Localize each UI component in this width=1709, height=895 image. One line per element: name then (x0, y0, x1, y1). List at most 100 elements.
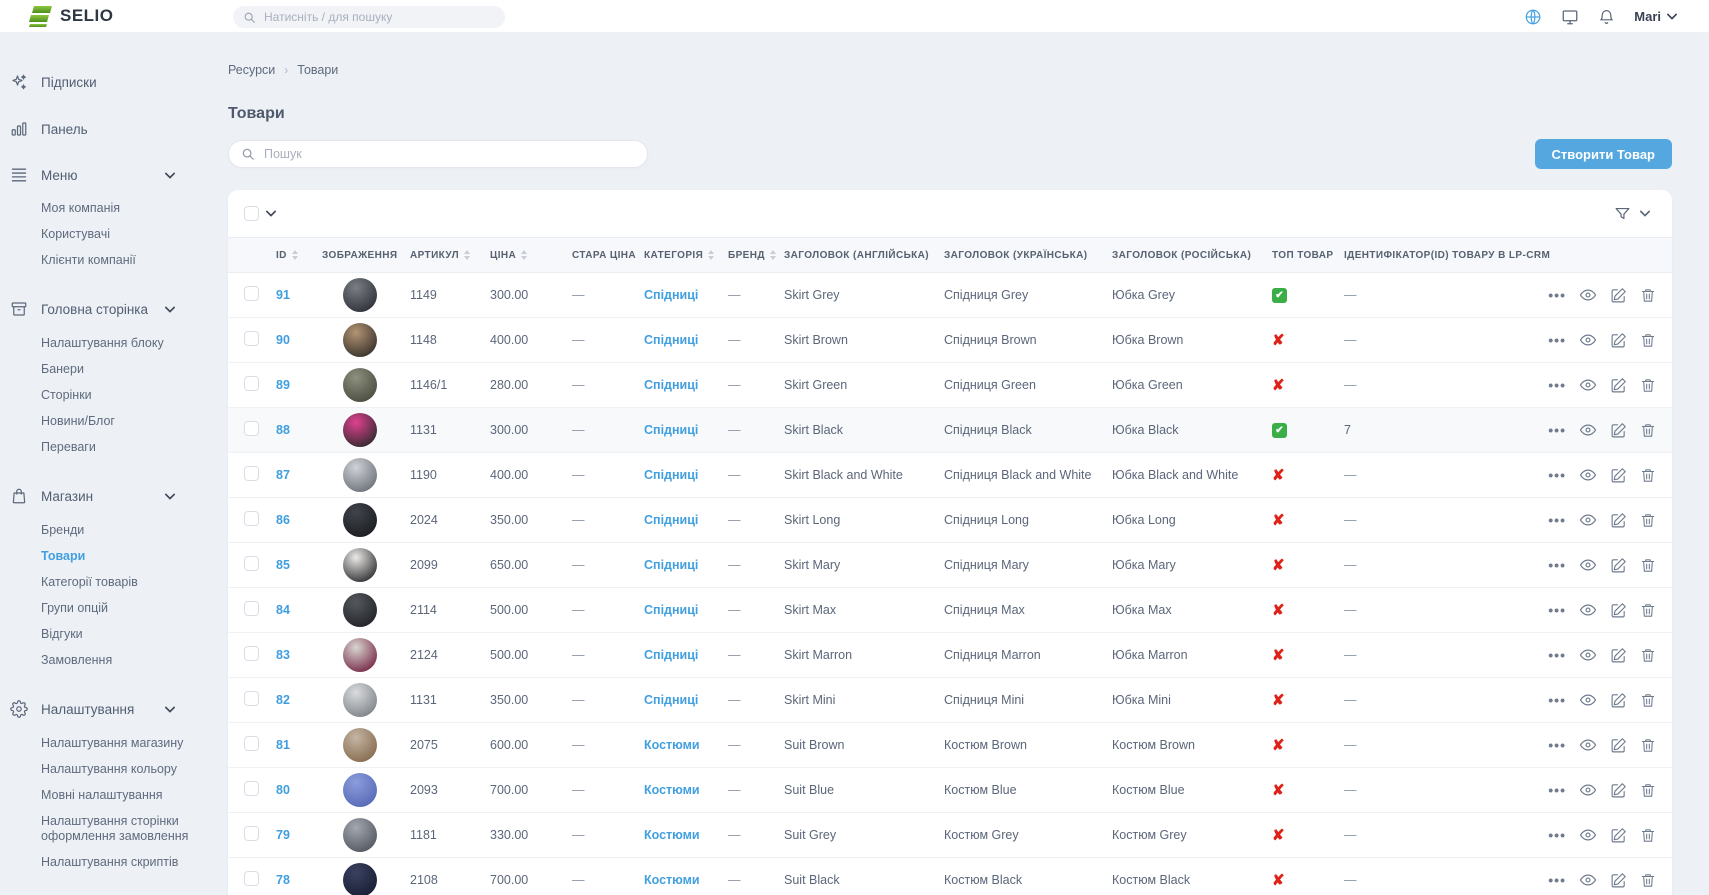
more-actions-button[interactable]: ••• (1548, 422, 1566, 438)
edit-button[interactable] (1610, 737, 1627, 754)
more-actions-button[interactable]: ••• (1548, 692, 1566, 708)
column-header[interactable]: ID (270, 237, 316, 273)
sidebar-subitem[interactable]: Категорії товарів (41, 574, 138, 589)
product-image[interactable] (343, 863, 377, 895)
delete-button[interactable] (1640, 602, 1656, 619)
category-link[interactable]: Спідниці (644, 288, 699, 302)
delete-button[interactable] (1640, 557, 1656, 574)
product-image[interactable] (343, 683, 377, 717)
language-globe-icon[interactable] (1524, 8, 1542, 26)
edit-button[interactable] (1610, 602, 1627, 619)
sidebar-subitem[interactable]: Замовлення (41, 652, 113, 667)
sidebar-item-3[interactable]: Головна сторінка (9, 298, 197, 320)
delete-button[interactable] (1640, 422, 1656, 439)
product-image[interactable] (343, 503, 377, 537)
product-image[interactable] (343, 458, 377, 492)
app-logo[interactable]: SELIO (28, 5, 114, 27)
category-link[interactable]: Костюми (644, 828, 700, 842)
products-search-input[interactable] (264, 147, 635, 161)
global-search[interactable] (233, 6, 505, 28)
more-actions-button[interactable]: ••• (1548, 467, 1566, 483)
sidebar-subitem[interactable]: Відгуки (41, 626, 83, 641)
sidebar-subitem[interactable]: Товари (41, 548, 86, 563)
column-header[interactable]: КАТЕГОРІЯ (638, 237, 722, 273)
sidebar-subitem[interactable]: Банери (41, 361, 84, 376)
product-id-link[interactable]: 84 (276, 603, 290, 617)
sidebar-subitem[interactable]: Налаштування кольору (41, 761, 177, 776)
delete-button[interactable] (1640, 287, 1656, 304)
bulk-select-chevron-icon[interactable] (266, 210, 276, 217)
category-link[interactable]: Спідниці (644, 513, 699, 527)
view-button[interactable] (1579, 376, 1597, 394)
edit-button[interactable] (1610, 467, 1627, 484)
product-image[interactable] (343, 413, 377, 447)
sidebar-subitem[interactable]: Налаштування сторінки оформлення замовле… (41, 813, 189, 843)
category-link[interactable]: Спідниці (644, 603, 699, 617)
category-link[interactable]: Костюми (644, 873, 700, 887)
sidebar-item-1[interactable]: Панель (9, 118, 197, 140)
edit-button[interactable] (1610, 692, 1627, 709)
view-button[interactable] (1579, 466, 1597, 484)
view-button[interactable] (1579, 646, 1597, 664)
more-actions-button[interactable]: ••• (1548, 647, 1566, 663)
product-id-link[interactable]: 86 (276, 513, 290, 527)
sidebar-subitem[interactable]: Моя компанія (41, 200, 121, 215)
view-button[interactable] (1579, 331, 1597, 349)
global-search-input[interactable] (264, 10, 495, 24)
bell-icon[interactable] (1598, 8, 1615, 26)
row-checkbox[interactable] (244, 736, 259, 751)
edit-button[interactable] (1610, 557, 1627, 574)
category-link[interactable]: Спідниці (644, 423, 699, 437)
sidebar-subitem[interactable]: Налаштування магазину (41, 735, 184, 750)
product-id-link[interactable]: 81 (276, 738, 290, 752)
delete-button[interactable] (1640, 467, 1656, 484)
sort-icon[interactable] (291, 250, 298, 260)
sidebar-subitem[interactable]: Сторінки (41, 387, 92, 402)
product-image[interactable] (343, 818, 377, 852)
row-checkbox[interactable] (244, 466, 259, 481)
create-product-button[interactable]: Створити Товар (1534, 139, 1672, 169)
product-image[interactable] (343, 323, 377, 357)
sidebar-subitem[interactable]: Мовні налаштування (41, 787, 163, 802)
user-menu[interactable]: Mari (1634, 9, 1677, 24)
row-checkbox[interactable] (244, 601, 259, 616)
row-checkbox[interactable] (244, 331, 259, 346)
delete-button[interactable] (1640, 782, 1656, 799)
category-link[interactable]: Спідниці (644, 558, 699, 572)
more-actions-button[interactable]: ••• (1548, 737, 1566, 753)
monitor-icon[interactable] (1561, 8, 1579, 26)
delete-button[interactable] (1640, 872, 1656, 889)
delete-button[interactable] (1640, 647, 1656, 664)
row-checkbox[interactable] (244, 871, 259, 886)
row-checkbox[interactable] (244, 376, 259, 391)
view-button[interactable] (1579, 781, 1597, 799)
delete-button[interactable] (1640, 512, 1656, 529)
more-actions-button[interactable]: ••• (1548, 602, 1566, 618)
delete-button[interactable] (1640, 737, 1656, 754)
view-button[interactable] (1579, 511, 1597, 529)
sidebar-item-5[interactable]: Налаштування (9, 698, 197, 720)
product-id-link[interactable]: 87 (276, 468, 290, 482)
sort-icon[interactable] (769, 250, 776, 260)
category-link[interactable]: Спідниці (644, 648, 699, 662)
product-image[interactable] (343, 593, 377, 627)
edit-button[interactable] (1610, 422, 1627, 439)
products-search[interactable] (228, 140, 648, 168)
category-link[interactable]: Спідниці (644, 693, 699, 707)
more-actions-button[interactable]: ••• (1548, 377, 1566, 393)
column-header[interactable]: ЦІНА (484, 237, 566, 273)
column-header[interactable]: БРЕНД (722, 237, 778, 273)
product-image[interactable] (343, 638, 377, 672)
category-link[interactable]: Костюми (644, 738, 700, 752)
more-actions-button[interactable]: ••• (1548, 872, 1566, 888)
edit-button[interactable] (1610, 782, 1627, 799)
sidebar-subitem[interactable]: Користувачі (41, 226, 111, 241)
sort-icon[interactable] (708, 250, 715, 260)
product-id-link[interactable]: 82 (276, 693, 290, 707)
category-link[interactable]: Спідниці (644, 468, 699, 482)
delete-button[interactable] (1640, 332, 1656, 349)
view-button[interactable] (1579, 826, 1597, 844)
product-id-link[interactable]: 79 (276, 828, 290, 842)
sort-icon[interactable] (521, 250, 528, 260)
edit-button[interactable] (1610, 332, 1627, 349)
